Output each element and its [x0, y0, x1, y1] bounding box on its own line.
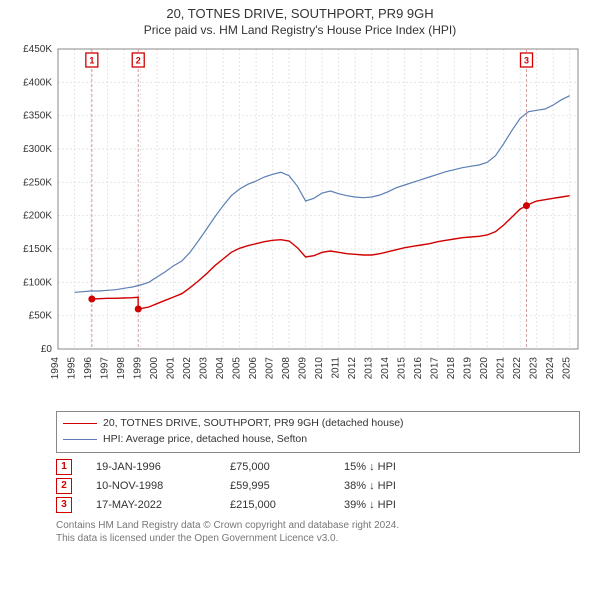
svg-text:£300K: £300K	[23, 144, 52, 155]
legend-label: 20, TOTNES DRIVE, SOUTHPORT, PR9 9GH (de…	[103, 416, 404, 432]
svg-text:2016: 2016	[413, 357, 424, 380]
event-price: £75,000	[230, 461, 320, 473]
svg-text:2022: 2022	[512, 357, 523, 380]
svg-text:2025: 2025	[562, 357, 573, 380]
legend-item: 20, TOTNES DRIVE, SOUTHPORT, PR9 9GH (de…	[63, 416, 573, 432]
svg-text:1994: 1994	[50, 357, 61, 380]
svg-text:2017: 2017	[430, 357, 441, 380]
event-date: 10-NOV-1998	[96, 480, 206, 492]
svg-text:£150K: £150K	[23, 244, 52, 255]
svg-text:2013: 2013	[364, 357, 375, 380]
event-date: 19-JAN-1996	[96, 461, 206, 473]
svg-text:2002: 2002	[182, 357, 193, 380]
svg-text:2006: 2006	[248, 357, 259, 380]
chart-title: 20, TOTNES DRIVE, SOUTHPORT, PR9 9GH	[0, 6, 600, 21]
event-row: 2 10-NOV-1998 £59,995 38% ↓ HPI	[56, 478, 580, 494]
svg-text:£400K: £400K	[23, 77, 52, 88]
svg-text:1999: 1999	[133, 357, 144, 380]
footer-attribution: Contains HM Land Registry data © Crown c…	[56, 519, 580, 546]
event-date: 17-MAY-2022	[96, 499, 206, 511]
svg-text:1996: 1996	[83, 357, 94, 380]
svg-text:2024: 2024	[545, 357, 556, 380]
svg-text:2004: 2004	[215, 357, 226, 380]
legend-box: 20, TOTNES DRIVE, SOUTHPORT, PR9 9GH (de…	[56, 411, 580, 453]
legend-swatch	[63, 439, 97, 440]
event-diff: 38% ↓ HPI	[344, 480, 434, 492]
footer-line: This data is licensed under the Open Gov…	[56, 532, 580, 546]
svg-text:£50K: £50K	[29, 311, 53, 322]
svg-text:2: 2	[136, 56, 141, 66]
svg-text:2014: 2014	[380, 357, 391, 380]
event-marker: 2	[56, 478, 72, 494]
event-price: £215,000	[230, 499, 320, 511]
svg-text:£100K: £100K	[23, 277, 52, 288]
svg-text:2001: 2001	[166, 357, 177, 380]
svg-text:£250K: £250K	[23, 177, 52, 188]
svg-text:£350K: £350K	[23, 111, 52, 122]
svg-text:£0: £0	[41, 344, 53, 355]
event-marker: 1	[56, 459, 72, 475]
svg-text:1997: 1997	[100, 357, 111, 380]
svg-text:2000: 2000	[149, 357, 160, 380]
footer-line: Contains HM Land Registry data © Crown c…	[56, 519, 580, 533]
svg-text:2015: 2015	[397, 357, 408, 380]
svg-text:2012: 2012	[347, 357, 358, 380]
svg-text:£450K: £450K	[23, 44, 52, 55]
svg-text:2023: 2023	[529, 357, 540, 380]
event-row: 3 17-MAY-2022 £215,000 39% ↓ HPI	[56, 497, 580, 513]
svg-text:2010: 2010	[314, 357, 325, 380]
svg-text:1: 1	[89, 56, 94, 66]
events-table: 1 19-JAN-1996 £75,000 15% ↓ HPI 2 10-NOV-1998…	[56, 459, 580, 513]
svg-text:2018: 2018	[446, 357, 457, 380]
svg-text:2019: 2019	[463, 357, 474, 380]
svg-text:2020: 2020	[479, 357, 490, 380]
event-diff: 15% ↓ HPI	[344, 461, 434, 473]
legend-item: HPI: Average price, detached house, Seft…	[63, 432, 573, 448]
chart-subtitle: Price paid vs. HM Land Registry's House …	[0, 23, 600, 37]
svg-text:2005: 2005	[232, 357, 243, 380]
svg-text:1998: 1998	[116, 357, 127, 380]
svg-text:2009: 2009	[298, 357, 309, 380]
svg-text:2021: 2021	[496, 357, 507, 380]
svg-text:2011: 2011	[331, 357, 342, 379]
legend-swatch	[63, 423, 97, 424]
svg-text:1995: 1995	[67, 357, 78, 380]
svg-text:£200K: £200K	[23, 211, 52, 222]
legend-label: HPI: Average price, detached house, Seft…	[103, 432, 307, 448]
price-chart: £0 £50K £100K £150K £200K £250K £300K £350K £400…	[10, 43, 590, 403]
svg-text:2008: 2008	[281, 357, 292, 380]
event-marker: 3	[56, 497, 72, 513]
event-diff: 39% ↓ HPI	[344, 499, 434, 511]
svg-text:2007: 2007	[265, 357, 276, 380]
svg-text:3: 3	[524, 56, 529, 66]
event-row: 1 19-JAN-1996 £75,000 15% ↓ HPI	[56, 459, 580, 475]
svg-text:2003: 2003	[199, 357, 210, 380]
event-price: £59,995	[230, 480, 320, 492]
